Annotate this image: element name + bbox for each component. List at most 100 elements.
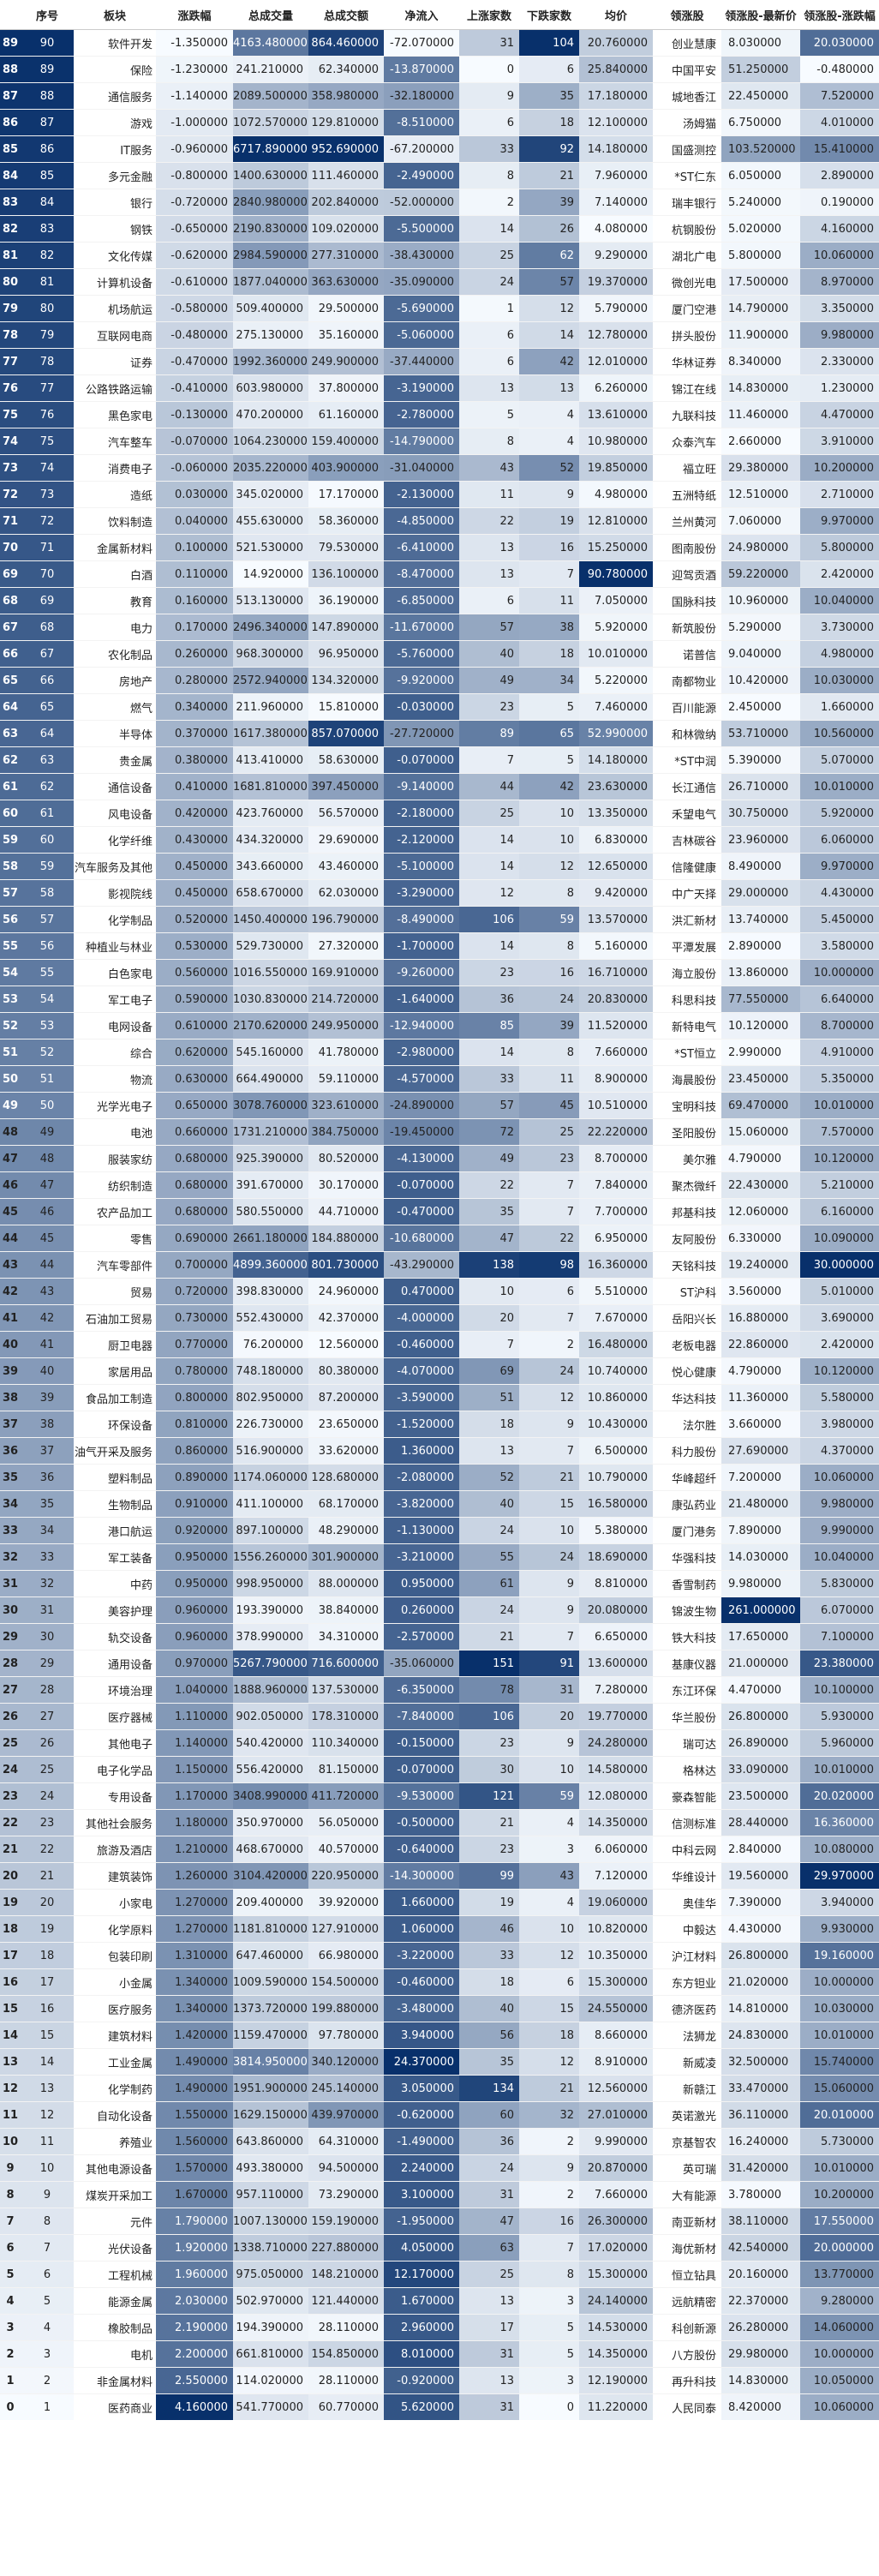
leader-price-cell: 4.790000 (721, 1145, 800, 1172)
down-count-cell: 19 (519, 507, 579, 535)
leader-price-cell: 261.000000 (721, 1597, 800, 1624)
down-count-cell: 18 (519, 640, 579, 668)
up-count-cell: 36 (459, 985, 519, 1013)
up-count-cell: 138 (459, 1251, 519, 1279)
seq-cell: 26 (21, 1729, 74, 1757)
avg-price-cell: 7.140000 (579, 189, 653, 216)
leader-change-cell: 3.730000 (800, 614, 879, 641)
seq-cell: 56 (21, 932, 74, 960)
table-row: 40 41 厨卫电器 0.770000 76.200000 12.560000 -0.460… (0, 1331, 879, 1358)
leader-change-cell: 5.210000 (800, 1171, 879, 1199)
up-count-cell: 31 (459, 29, 519, 57)
avg-price-cell: 10.860000 (579, 1384, 653, 1411)
table-row: 16 17 小金属 1.340000 1009.590000 154.500000 -0.4… (0, 1968, 879, 1996)
up-count-cell: 6 (459, 587, 519, 614)
avg-price-cell: 7.120000 (579, 1862, 653, 1890)
leader-price-cell: 9.040000 (721, 640, 800, 668)
down-count-cell: 42 (519, 773, 579, 800)
leader-cell: 中毅达 (653, 1915, 721, 1943)
avg-price-cell: 8.700000 (579, 1145, 653, 1172)
net-inflow-cell: -4.000000 (384, 1304, 459, 1332)
table-row: 59 60 化学纤维 0.430000 434.320000 29.690000 -2.12… (0, 826, 879, 854)
volume-cell: 802.950000 (233, 1384, 308, 1411)
turnover-cell: 12.560000 (308, 1331, 384, 1358)
up-count-cell: 40 (459, 1490, 519, 1518)
leader-cell: 厦门港务 (653, 1517, 721, 1544)
seq-cell: 80 (21, 295, 74, 322)
leader-cell: 新特电气 (653, 1012, 721, 1039)
change-pct-cell: 2.200000 (156, 2340, 233, 2368)
sector-cell: 电子化学品 (74, 1756, 156, 1783)
up-count-cell: 33 (459, 135, 519, 163)
leader-cell: 大有能源 (653, 2181, 721, 2208)
leader-cell: 圣阳股份 (653, 1118, 721, 1146)
avg-price-cell: 16.710000 (579, 959, 653, 986)
sector-cell: 包装印刷 (74, 1942, 156, 1969)
sector-cell: 专用设备 (74, 1782, 156, 1810)
leader-change-cell: 10.040000 (800, 587, 879, 614)
sector-cell: 军工装备 (74, 1543, 156, 1571)
sector-cell: 自动化设备 (74, 2101, 156, 2129)
table-row: 34 35 生物制品 0.910000 411.100000 68.170000 -3.82… (0, 1490, 879, 1518)
down-count-cell: 12 (519, 295, 579, 322)
leader-price-cell: 28.440000 (721, 1809, 800, 1836)
volume-cell: 902.050000 (233, 1703, 308, 1730)
avg-price-cell: 90.780000 (579, 560, 653, 588)
leader-price-cell: 13.740000 (721, 906, 800, 933)
leader-cell: 洪汇新材 (653, 906, 721, 933)
sector-cell: 白酒 (74, 560, 156, 588)
row-index: 11 (0, 2101, 21, 2129)
net-inflow-cell: -52.000000 (384, 189, 459, 216)
row-index: 12 (0, 2075, 21, 2102)
seq-cell: 18 (21, 1942, 74, 1969)
up-count-cell: 14 (459, 826, 519, 854)
seq-cell: 40 (21, 1357, 74, 1385)
seq-cell: 37 (21, 1437, 74, 1465)
table-row: 14 15 建筑材料 1.420000 1159.470000 97.780000 3.94… (0, 2022, 879, 2049)
turnover-cell: 38.840000 (308, 1597, 384, 1624)
down-count-cell: 59 (519, 1782, 579, 1810)
leader-change-cell: 7.570000 (800, 1118, 879, 1146)
row-index: 5 (0, 2261, 21, 2288)
turnover-cell: 24.960000 (308, 1278, 384, 1305)
avg-price-cell: 6.830000 (579, 826, 653, 854)
net-inflow-cell: -2.570000 (384, 1623, 459, 1650)
avg-price-cell: 10.350000 (579, 1942, 653, 1969)
row-index: 19 (0, 1889, 21, 1916)
down-count-cell: 6 (519, 56, 579, 83)
change-pct-cell: -0.610000 (156, 268, 233, 296)
sector-cell: 通信服务 (74, 82, 156, 110)
leader-price-cell: 77.550000 (721, 985, 800, 1013)
net-inflow-cell: -4.070000 (384, 1357, 459, 1385)
volume-cell: 529.730000 (233, 932, 308, 960)
avg-price-cell: 11.520000 (579, 1012, 653, 1039)
turnover-cell: 227.880000 (308, 2234, 384, 2261)
leader-price-cell: 15.060000 (721, 1118, 800, 1146)
change-pct-cell: 1.920000 (156, 2234, 233, 2261)
change-pct-cell: 0.280000 (156, 667, 233, 694)
down-count-cell: 4 (519, 1809, 579, 1836)
sector-cell: 医药商业 (74, 2393, 156, 2420)
leader-change-cell: 10.000000 (800, 959, 879, 986)
leader-price-cell: 20.160000 (721, 2261, 800, 2288)
leader-change-cell: 3.690000 (800, 1304, 879, 1332)
sector-cell: 其他社会服务 (74, 1809, 156, 1836)
change-pct-cell: 0.420000 (156, 800, 233, 827)
leader-change-cell: 5.730000 (800, 2128, 879, 2155)
net-inflow-cell: -27.720000 (384, 720, 459, 747)
leader-cell: *ST恒立 (653, 1039, 721, 1066)
turnover-cell: 41.780000 (308, 1039, 384, 1066)
up-count-cell: 20 (459, 1304, 519, 1332)
change-pct-cell: 0.040000 (156, 507, 233, 535)
table-row: 71 72 饮料制造 0.040000 455.630000 58.360000 -4.85… (0, 507, 879, 535)
leader-price-cell: 26.280000 (721, 2314, 800, 2341)
row-index: 32 (0, 1543, 21, 1571)
net-inflow-cell: -2.490000 (384, 162, 459, 189)
avg-price-cell: 10.740000 (579, 1357, 653, 1385)
down-count-cell: 23 (519, 1145, 579, 1172)
leader-change-cell: 10.060000 (800, 2393, 879, 2420)
leader-price-cell: 17.500000 (721, 268, 800, 296)
leader-cell: 华兰股份 (653, 1703, 721, 1730)
leader-change-cell: 3.940000 (800, 1889, 879, 1916)
row-index: 25 (0, 1729, 21, 1757)
